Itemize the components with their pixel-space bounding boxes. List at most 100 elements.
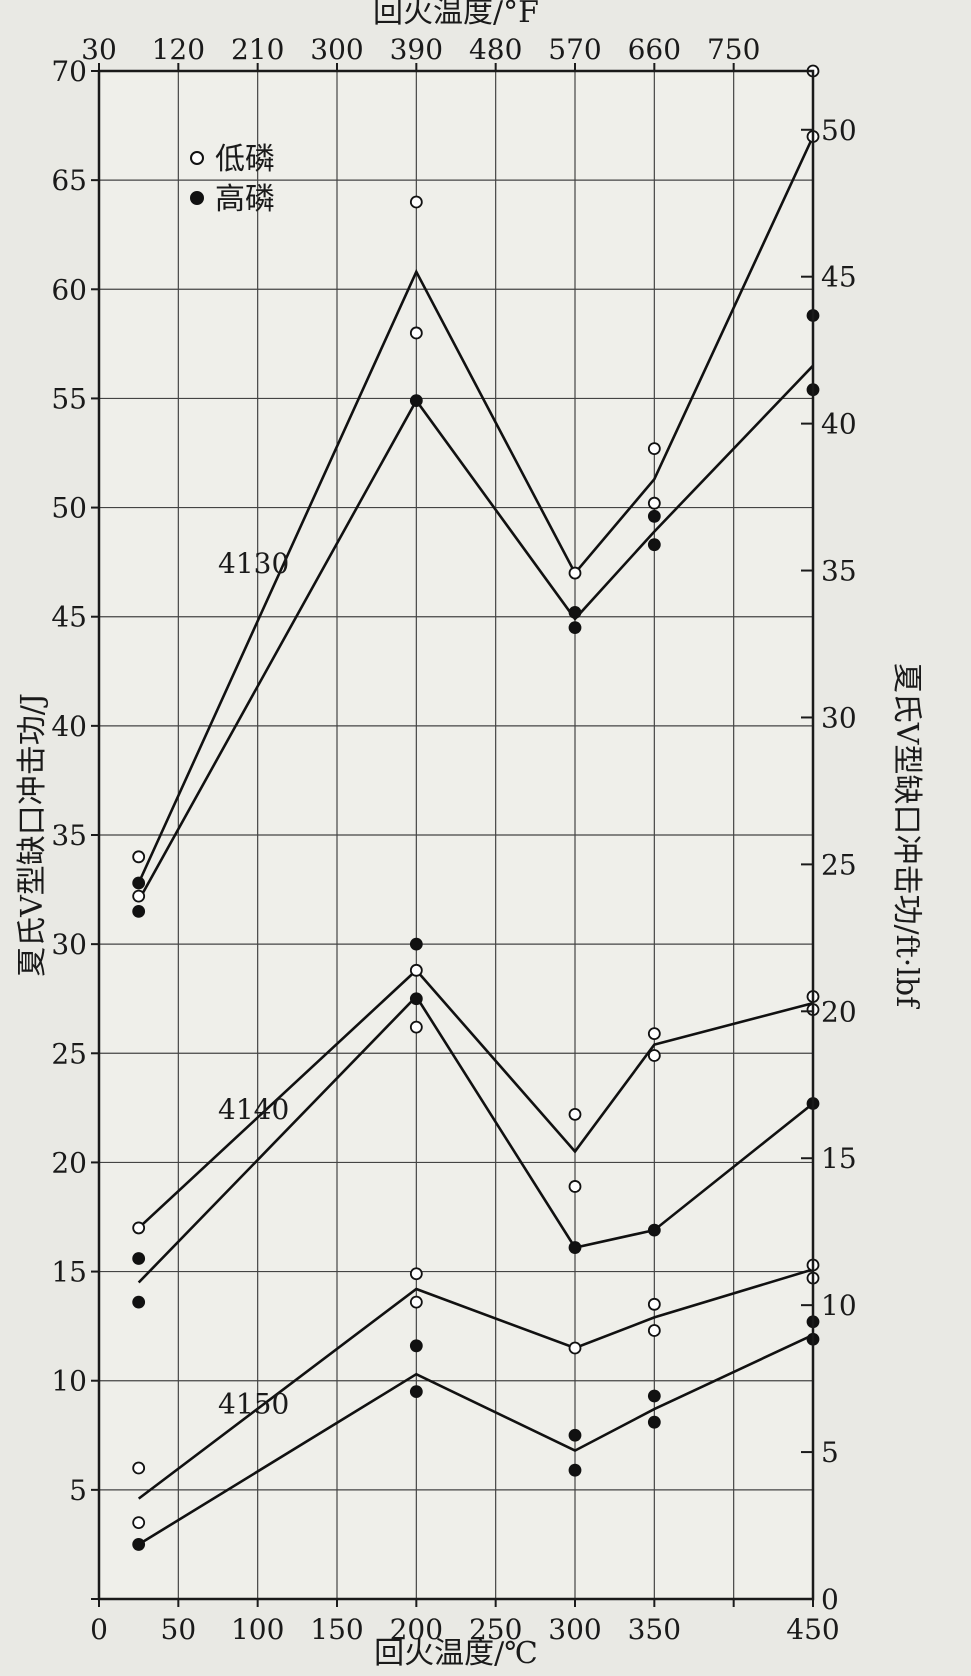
low-phosphorus-point-4130 [132,850,146,864]
low-phosphorus-point-4140 [568,1180,582,1193]
low-phosphorus-point-4140 [132,1221,146,1235]
y-right-tick-label: 5 [821,1436,839,1469]
high-phosphorus-point-4130 [409,394,423,408]
high-phosphorus-point-4150 [647,1415,661,1429]
high-phosphorus-point-4140 [647,1223,661,1237]
y-tick-label: 40 [51,710,87,743]
low-phosphorus-point-4150 [409,1267,423,1281]
y-tick-label: 60 [51,273,87,306]
low-phosphorus-point-4140 [647,1027,661,1041]
low-phosphorus-point-4150 [132,1516,146,1529]
legend-label-high-phosphorus: 高磷 [215,182,275,217]
x-tick-label: 300 [548,1613,601,1646]
y-axis-title-joule: 夏氏V型缺口冲击功/J [15,693,50,977]
legend-filled-circle-marker [190,191,204,205]
x-tick-label: 350 [628,1613,681,1646]
x-tick-label: 50 [161,1613,197,1646]
high-phosphorus-point-4150 [568,1463,582,1477]
top-x-tick-label: 300 [310,33,363,66]
y-tick-label: 35 [51,819,87,852]
top-x-tick-label: 750 [707,33,760,66]
group-label-4130: 4130 [218,547,289,580]
legend-open-circle-marker [190,151,204,165]
low-phosphorus-point-4130 [647,496,661,510]
curve-4130 [137,364,814,902]
data-points [132,64,820,1551]
top-x-tick-label: 570 [548,33,601,66]
high-phosphorus-point-4140 [568,1241,582,1254]
low-phosphorus-point-4130 [132,889,146,903]
top-x-tick-label: 390 [390,33,443,66]
high-phosphorus-point-4130 [132,876,146,890]
high-phosphorus-point-4130 [568,605,582,619]
y-right-tick-label: 25 [821,848,857,881]
y-axis-title-ftlbf: 夏氏V型缺口冲击功/ft·lbf [889,663,924,1009]
top-x-tick-label: 30 [81,33,117,66]
y-tick-label: 55 [51,382,87,415]
y-tick-label: 65 [51,164,87,197]
high-phosphorus-point-4150 [409,1339,423,1353]
y-tick-label: 5 [69,1474,87,1507]
y-tick-label: 15 [51,1256,87,1289]
legend: 低磷 高磷 [190,142,275,217]
high-phosphorus-point-4150 [647,1389,661,1403]
y-right-tick-label: 40 [821,408,857,441]
high-phosphorus-point-4130 [647,509,661,523]
y-tick-label: 20 [51,1146,87,1179]
x-tick-label: 200 [390,1613,443,1646]
x-tick-label: 250 [469,1613,522,1646]
legend-label-low-phosphorus: 低磷 [215,142,275,177]
y-right-tick-label: 20 [821,995,857,1028]
x-axis-title-celsius: 回火温度/℃ [374,1636,538,1671]
y-tick-label: 25 [51,1037,87,1070]
x-tick-label: 450 [786,1613,839,1646]
x-tick-label: 100 [231,1613,284,1646]
low-phosphorus-point-4130 [409,326,423,340]
low-phosphorus-point-4150 [647,1297,661,1311]
group-label-4150: 4150 [218,1387,289,1420]
y-tick-label: 70 [51,55,87,88]
low-phosphorus-point-4130 [568,566,582,580]
high-phosphorus-point-4130 [568,621,582,635]
high-phosphorus-point-4150 [568,1428,582,1442]
x-tick-label: 150 [310,1613,363,1646]
curve-4150 [138,1333,814,1546]
high-phosphorus-point-4130 [132,905,146,918]
y-right-tick-label: 10 [821,1289,857,1322]
x-axis-title-fahrenheit: 回火温度/°F [373,0,539,30]
top-x-tick-label: 480 [469,33,522,66]
y-tick-label: 10 [51,1365,87,1398]
low-phosphorus-point-4140 [647,1049,661,1062]
high-phosphorus-point-4150 [409,1385,423,1399]
y-tick-label: 50 [51,492,87,525]
ticks [91,63,814,1607]
high-phosphorus-point-4140 [409,992,423,1006]
top-x-tick-label: 660 [628,33,681,66]
low-phosphorus-point-4130 [647,442,661,456]
y-right-tick-label: 45 [821,261,857,294]
high-phosphorus-point-4140 [132,1295,146,1309]
high-phosphorus-point-4140 [132,1252,146,1265]
low-phosphorus-point-4150 [409,1295,423,1309]
y-right-tick-label: 30 [821,701,857,734]
y-right-tick-label: 0 [821,1583,839,1616]
high-phosphorus-point-4130 [647,538,661,552]
grid [99,71,813,1599]
low-phosphorus-point-4150 [647,1324,661,1337]
low-phosphorus-point-4150 [568,1341,582,1355]
low-phosphorus-point-4130 [409,195,423,209]
y-tick-label: 45 [51,601,87,634]
y-right-tick-label: 15 [821,1142,857,1175]
low-phosphorus-point-4150 [132,1461,146,1475]
high-phosphorus-point-4150 [132,1538,146,1551]
x-tick-label: 0 [90,1613,108,1646]
y-right-tick-label: 50 [821,114,857,147]
low-phosphorus-point-4140 [409,1020,423,1034]
y-tick-label: 30 [51,928,87,961]
top-x-tick-label: 120 [152,33,205,66]
high-phosphorus-point-4140 [409,937,423,951]
group-label-4140: 4140 [218,1093,289,1126]
